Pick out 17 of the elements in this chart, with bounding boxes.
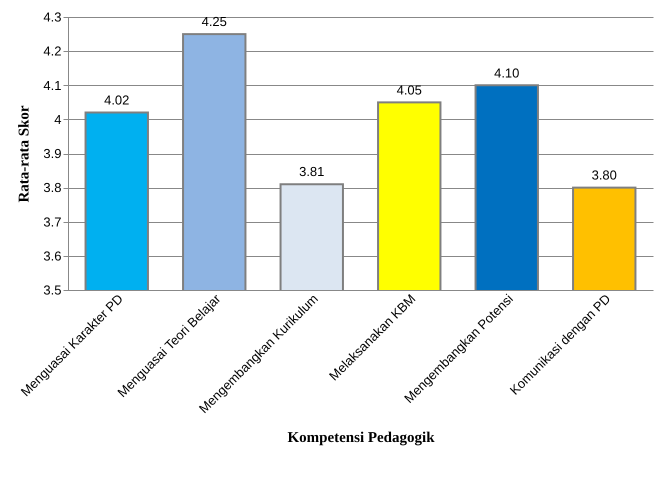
y-tick-label: 4.3 xyxy=(43,10,62,24)
y-tick-label: 4 xyxy=(54,112,62,127)
y-tick-label: 3.8 xyxy=(43,180,62,196)
y-tick-label: 3.9 xyxy=(43,146,62,161)
x-axis-title: Kompetensi Pedagogik xyxy=(287,430,436,446)
y-axis-title: Rata-rata Skor xyxy=(16,105,32,203)
y-tick-label: 4.2 xyxy=(43,44,62,59)
y-tick-label: 3.5 xyxy=(43,282,62,298)
y-tick-label: 3.6 xyxy=(43,248,62,264)
data-label: 4.05 xyxy=(396,82,422,98)
data-label: 3.80 xyxy=(592,168,617,183)
y-tick-label: 4.1 xyxy=(43,78,62,93)
data-label: 4.02 xyxy=(104,92,130,108)
data-label: 4.10 xyxy=(494,65,520,80)
y-tick-label: 3.7 xyxy=(43,214,62,230)
data-label: 3.81 xyxy=(299,164,324,180)
data-label: 4.25 xyxy=(202,14,227,30)
